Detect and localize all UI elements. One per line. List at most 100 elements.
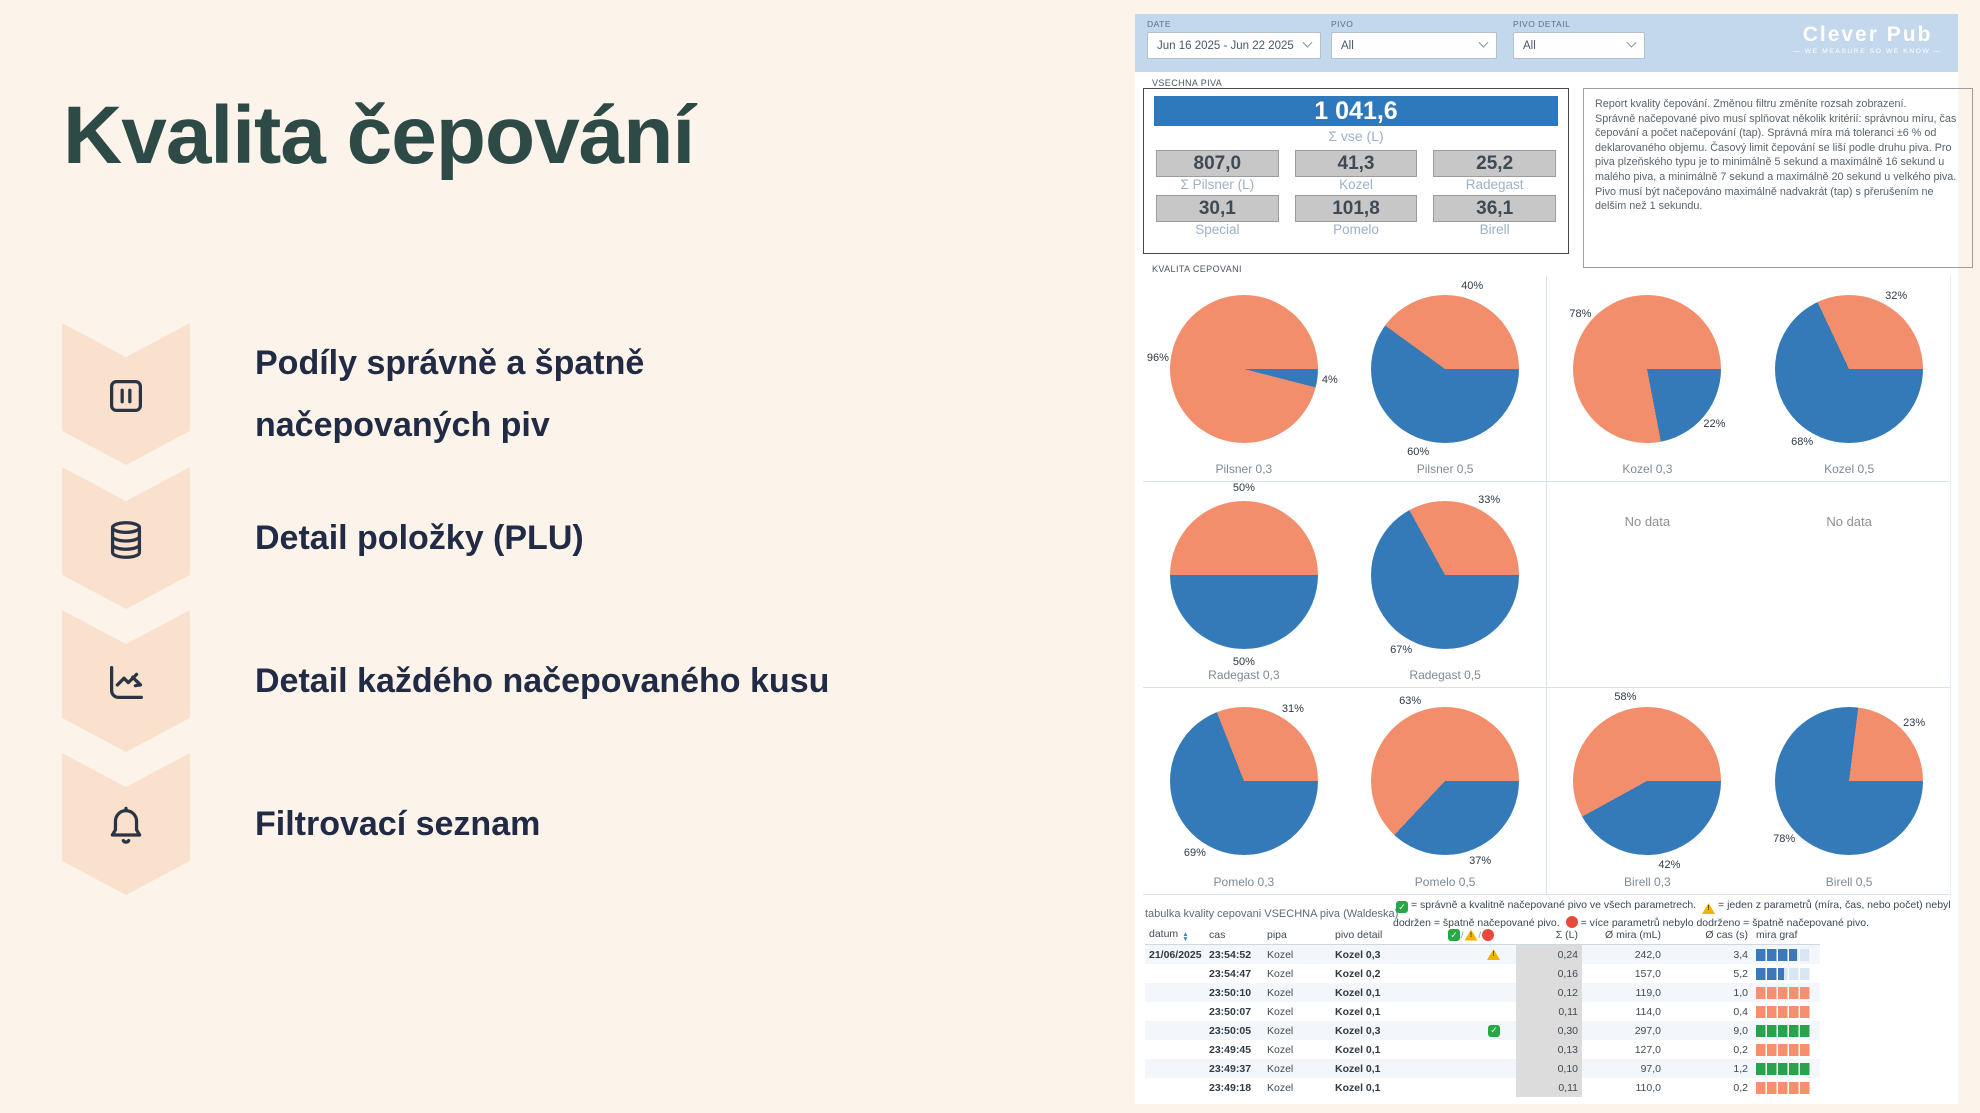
cell-status: ! xyxy=(1426,949,1516,960)
filter-dropdown-pivo-detail[interactable]: All xyxy=(1513,32,1645,59)
filter-value: Jun 16 2025 - Jun 22 2025 xyxy=(1157,39,1294,52)
column-header-L: Σ (L) xyxy=(1555,929,1578,941)
pie-pct-label: 4% xyxy=(1321,374,1338,386)
cell-pipa: Kozel xyxy=(1267,1043,1294,1056)
pie-pct-label: 37% xyxy=(1469,855,1492,867)
bullet-chevron xyxy=(62,467,190,609)
stat-item: 30,1 Special xyxy=(1156,195,1279,237)
filter-dropdown-pivo[interactable]: All xyxy=(1331,32,1497,59)
filter-label: PIVO DETAIL xyxy=(1513,19,1571,29)
pie-chart-pilsner-0-5[interactable] xyxy=(1371,295,1520,443)
mira-graf-bar xyxy=(1756,986,1811,999)
no-data-label: No data xyxy=(1624,514,1671,529)
pie-chart-pomelo-0-3[interactable] xyxy=(1169,707,1318,855)
warn-icon: ! xyxy=(1702,903,1716,914)
pie-pct-label: 96% xyxy=(1146,352,1169,364)
cell-datum: 21/06/2025 xyxy=(1149,948,1202,961)
brand-name: Clever Pub xyxy=(1802,23,1933,46)
pie-cell: 78% 23% Birell 0,5 xyxy=(1748,688,1950,894)
dashboard-header: DATE Jun 16 2025 - Jun 22 2025 PIVO All PIVO… xyxy=(1135,14,1958,72)
cell-pipa: Kozel xyxy=(1267,948,1294,961)
sort-icon[interactable]: ▲ ▼ xyxy=(1182,931,1189,942)
stop-icon xyxy=(1565,916,1578,928)
bullet-label: Detail položky (PLU) xyxy=(255,519,584,557)
column-header-datum: datum ▲ ▼ xyxy=(1149,928,1189,942)
mira-graf-bar xyxy=(1756,967,1811,980)
cell-mira-graf xyxy=(1752,1062,1820,1075)
legend-text: = jeden z parametrů (míra, čas, nebo poč… xyxy=(1393,899,1951,929)
pie-chart-radegast-0-3[interactable] xyxy=(1169,501,1318,649)
table-title: tabulka kvality cepovani VSECHNA piva (W… xyxy=(1145,908,1399,920)
stat-item: 41,3 Kozel xyxy=(1294,150,1418,192)
table-row[interactable]: 21/06/2025 23:54:52 Kozel Kozel 0,3! 0,24 242… xyxy=(1145,945,1820,964)
cell-mira-graf xyxy=(1752,1081,1820,1094)
pie-cell: 60% 40% Pilsner 0,5 xyxy=(1344,276,1547,482)
cell-sum-l: 0,10 xyxy=(1516,1059,1582,1078)
column-header-cas: cas xyxy=(1209,929,1226,941)
bullet-label: Filtrovací seznam xyxy=(255,805,541,843)
mira-graf-bar xyxy=(1756,948,1811,961)
cell-cas: 23:54:52 xyxy=(1209,948,1252,961)
filter-group: PIVO DETAIL All xyxy=(1513,19,1645,59)
stat-label: Σ Pilsner (L) xyxy=(1180,177,1255,192)
cell-pivo-detail: Kozel 0,1 xyxy=(1335,1062,1381,1075)
table-row[interactable]: 23:49:45 Kozel Kozel 0,1 0,13 127,0 0,2 xyxy=(1145,1040,1820,1059)
page-title: Kvalita čepování xyxy=(63,89,695,181)
warning-icon: ! xyxy=(1464,929,1478,941)
table-row[interactable]: 23:49:18 Kozel Kozel 0,1 0,11 110,0 0,2 xyxy=(1145,1078,1820,1097)
cell-pivo-detail: Kozel 0,1 xyxy=(1335,986,1381,999)
cell-mira: 297,0 xyxy=(1634,1024,1661,1037)
table-row[interactable]: 23:50:10 Kozel Kozel 0,1 0,12 119,0 1,0 xyxy=(1145,983,1820,1002)
pie-chart-pilsner-0-3[interactable] xyxy=(1169,295,1318,443)
total-label: Σ vse (L) xyxy=(1328,128,1384,144)
table-row[interactable]: 23:54:47 Kozel Kozel 0,2 0,16 157,0 5,2 xyxy=(1145,964,1820,983)
pies-section-label: KVALITA CEPOVANI xyxy=(1152,264,1242,274)
table-row[interactable]: 23:50:05 Kozel Kozel 0,3 ✓ 0,30 297,0 9,0 xyxy=(1145,1021,1820,1040)
pie-chart-pomelo-0-5[interactable] xyxy=(1371,707,1520,855)
pie-chart-kozel-0-3[interactable] xyxy=(1573,295,1722,443)
table-row[interactable]: 23:49:37 Kozel Kozel 0,1 0,10 97,0 1,2 xyxy=(1145,1059,1820,1078)
cell-mira: 97,0 xyxy=(1640,1062,1661,1075)
pie-chart-radegast-0-5[interactable] xyxy=(1371,501,1520,649)
cell-mira-graf xyxy=(1752,986,1820,999)
dashboard-screenshot: DATE Jun 16 2025 - Jun 22 2025 PIVO All PIVO… xyxy=(1135,14,1973,1104)
pie-cell: 4% 96% Pilsner 0,3 xyxy=(1143,276,1345,482)
stat-value: 101,8 xyxy=(1294,195,1418,222)
stat-label: Pomelo xyxy=(1333,222,1379,237)
filter-dropdown-date[interactable]: Jun 16 2025 - Jun 22 2025 xyxy=(1147,32,1321,59)
cell-cas-s: 0,2 xyxy=(1733,1043,1748,1056)
check-icon: ✓ xyxy=(1447,929,1460,941)
pie-chart-kozel-0-5[interactable] xyxy=(1775,295,1924,443)
pie-cell: 50% 50% Radegast 0,3 xyxy=(1143,482,1345,688)
pie-title: Birell 0,3 xyxy=(1624,875,1671,889)
stat-item: 807,0 Σ Pilsner (L) xyxy=(1156,150,1279,192)
stat-label: Birell xyxy=(1479,222,1510,237)
table-row[interactable]: 23:50:07 Kozel Kozel 0,1 0,11 114,0 0,4 xyxy=(1145,1002,1820,1021)
cell-mira-graf xyxy=(1752,967,1820,980)
filter-value: All xyxy=(1523,39,1536,52)
pie-title: Birell 0,5 xyxy=(1825,875,1873,889)
stat-item: 25,2 Radegast xyxy=(1433,150,1556,192)
stats-card: 1 041,6 Σ vse (L) 807,0 Σ Pilsner (L) 41,3… xyxy=(1143,88,1569,254)
check-icon: ✓ xyxy=(1396,901,1408,913)
pie-pct-label: 78% xyxy=(1569,308,1592,320)
pie-pct-label: 22% xyxy=(1703,418,1726,430)
pie-chart-birell-0-5[interactable] xyxy=(1775,707,1924,855)
pie-title: Radegast 0,5 xyxy=(1409,668,1481,682)
cell-pivo-detail: Kozel 0,3 xyxy=(1335,1024,1381,1037)
pie-title: Pomelo 0,3 xyxy=(1213,875,1275,889)
pie-chart-grid: 4% 96% Pilsner 0,3 60% 40% Pilsner 0,5 22% 78% K… xyxy=(1143,276,1951,895)
bar-fill xyxy=(1756,948,1798,961)
mira-graf-bar xyxy=(1756,1043,1811,1056)
cell-sum-l: 0,16 xyxy=(1516,964,1582,983)
table-header-row: datum ▲ ▼ cas pipa pivo detail ✓ /! / Σ (L) Ø mira… xyxy=(1145,926,1820,945)
cell-pipa: Kozel xyxy=(1267,1024,1294,1037)
filter-label: PIVO xyxy=(1331,19,1354,29)
pie-chart-birell-0-3[interactable] xyxy=(1573,707,1722,855)
column-header-miramL: Ø mira (mL) xyxy=(1605,929,1661,941)
legend-text: = správně a kvalitně načepované pivo ve … xyxy=(1411,899,1700,911)
pie-title: Pomelo 0,5 xyxy=(1414,875,1476,889)
total-value: 1 041,6 xyxy=(1154,96,1558,126)
stat-item: 101,8 Pomelo xyxy=(1294,195,1418,237)
mira-graf-bar xyxy=(1756,1062,1811,1075)
